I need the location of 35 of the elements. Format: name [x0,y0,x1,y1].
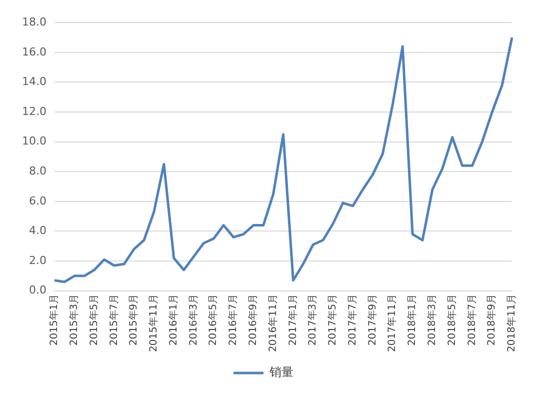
y-tick-label: 6.0 [28,194,46,208]
x-tick-label: 2016年1月 [167,294,180,346]
x-tick-label: 2018年5月 [446,294,458,346]
x-tick-label: 2017年11月 [386,294,398,352]
x-tick-label: 2016年11月 [266,294,279,352]
x-tick-label: 2018年3月 [426,294,438,346]
x-tick-label: 2017年3月 [306,294,319,346]
legend-label: 销量 [268,365,294,380]
x-tick-label: 2016年5月 [207,294,220,346]
y-tick-label: 14.0 [22,75,46,88]
x-tick-label: 2015年5月 [88,294,100,346]
x-tick-label: 2018年9月 [486,294,498,346]
y-tick-label: 18.0 [22,15,46,28]
x-tick-label: 2017年7月 [346,294,358,346]
y-tick-label: 16.0 [22,45,46,58]
x-tick-label: 2015年3月 [68,294,80,346]
x-tick-label: 2016年7月 [227,294,240,346]
x-tick-label: 2015年7月 [108,294,120,346]
y-tick-label: 0.0 [28,284,46,297]
x-tick-label: 2017年9月 [366,294,378,346]
y-tick-label: 8.0 [28,164,46,178]
y-tick-label: 4.0 [28,224,46,238]
x-tick-label: 2018年11月 [506,294,518,352]
x-tick-label: 2015年9月 [128,294,140,346]
x-tick-label: 2015年1月 [48,294,60,346]
x-tick-label: 2017年1月 [286,294,299,346]
y-tick-label: 2.0 [28,254,46,267]
x-tick-label: 2017年5月 [326,294,339,346]
x-tick-label: 2016年3月 [187,294,200,346]
x-tick-label: 2018年1月 [406,294,418,346]
y-tick-label: 12.0 [22,104,46,118]
x-tick-label: 2015年11月 [148,294,160,352]
x-tick-label: 2016年9月 [247,294,259,346]
y-tick-label: 10.0 [22,134,46,148]
x-tick-label: 2018年7月 [466,294,478,346]
